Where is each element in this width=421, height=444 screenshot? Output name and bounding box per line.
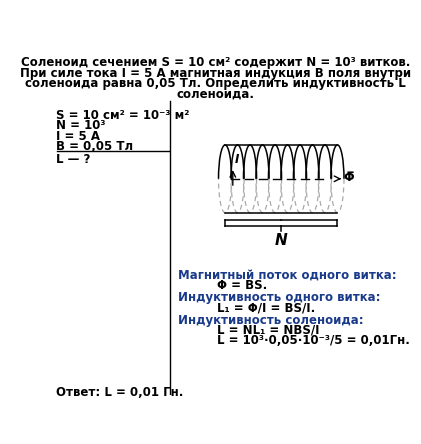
Text: N: N: [275, 233, 288, 248]
Bar: [225, 145, 338, 213]
Text: Ответ: L = 0,01 Гн.: Ответ: L = 0,01 Гн.: [56, 386, 184, 399]
Text: Φ̅: Φ̅: [344, 171, 354, 184]
Text: Φ = BS.: Φ = BS.: [217, 279, 267, 292]
Text: Соленоид сечением S = 10 см² содержит N = 10³ витков.: Соленоид сечением S = 10 см² содержит N …: [21, 56, 410, 69]
Text: L = NL₁ = NBS/I: L = NL₁ = NBS/I: [217, 324, 320, 337]
Text: L₁ = Φ/I = BS/I.: L₁ = Φ/I = BS/I.: [217, 301, 315, 315]
Text: Индуктивность одного витка:: Индуктивность одного витка:: [178, 291, 381, 304]
Text: Магнитный поток одного витка:: Магнитный поток одного витка:: [178, 269, 397, 282]
Text: N = 10³: N = 10³: [56, 119, 106, 132]
Text: S = 10 см² = 10⁻³ м²: S = 10 см² = 10⁻³ м²: [56, 109, 190, 122]
Text: L — ?: L — ?: [56, 153, 91, 166]
Text: I: I: [234, 153, 239, 166]
Text: B = 0,05 Тл: B = 0,05 Тл: [56, 140, 133, 153]
Text: I = 5 А: I = 5 А: [56, 130, 101, 143]
Text: соленоида равна 0,05 Тл. Определить индуктивность L: соленоида равна 0,05 Тл. Определить инду…: [25, 77, 406, 90]
Text: При силе тока I = 5 А магнитная индукция B поля внутри: При силе тока I = 5 А магнитная индукция…: [20, 67, 411, 80]
Text: Индуктивность соленоида:: Индуктивность соленоида:: [178, 313, 364, 326]
Text: L = 10³·0,05·10⁻³/5 = 0,01Гн.: L = 10³·0,05·10⁻³/5 = 0,01Гн.: [217, 334, 410, 347]
Text: соленоида.: соленоида.: [176, 87, 254, 100]
